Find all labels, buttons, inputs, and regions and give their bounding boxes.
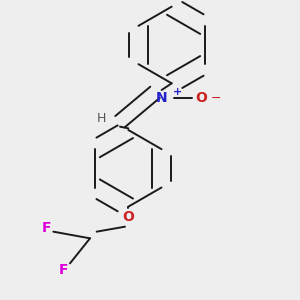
- Text: +: +: [173, 87, 182, 97]
- Text: N: N: [156, 91, 167, 105]
- Text: −: −: [210, 92, 221, 105]
- Text: O: O: [122, 210, 134, 224]
- Text: F: F: [58, 263, 68, 277]
- Text: H: H: [97, 112, 106, 125]
- Text: O: O: [196, 91, 208, 105]
- Text: F: F: [42, 221, 51, 235]
